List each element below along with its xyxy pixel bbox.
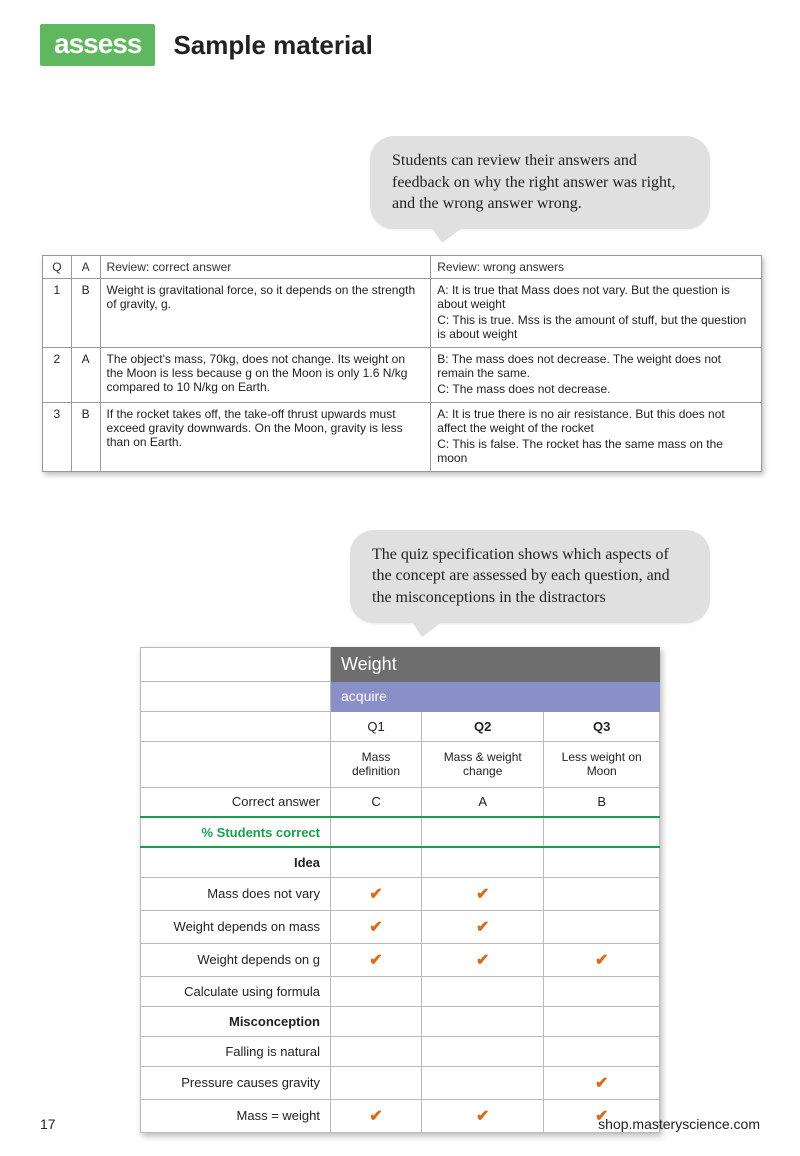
tick-cell bbox=[331, 976, 422, 1006]
table-row: Weight depends on g ✔ ✔ ✔ bbox=[141, 943, 660, 976]
table-row: 3BIf the rocket takes off, the take-off … bbox=[43, 402, 762, 471]
correct-3: B bbox=[544, 787, 660, 817]
footer-url: shop.masteryscience.com bbox=[598, 1116, 760, 1132]
row-label: Weight depends on g bbox=[141, 943, 331, 976]
speech-bubble-2: The quiz specification shows which aspec… bbox=[350, 530, 710, 623]
tick-cell: ✔ bbox=[331, 943, 422, 976]
check-icon: ✔ bbox=[369, 919, 382, 936]
wrong-answer-line: A: It is true that Mass does not vary. B… bbox=[437, 283, 755, 311]
table-row: Mass does not vary ✔ ✔ bbox=[141, 877, 660, 910]
tick-cell: ✔ bbox=[422, 910, 544, 943]
spec-table: Weight acquire Q1 Q2 Q3 Mass definition … bbox=[140, 647, 660, 1133]
table-row: 2AThe object's mass, 70kg, does not chan… bbox=[43, 347, 762, 402]
cell-q: 1 bbox=[43, 278, 72, 347]
wrong-answer-line: A: It is true there is no air resistance… bbox=[437, 407, 755, 435]
spec-desc-1: Mass definition bbox=[331, 741, 422, 787]
check-icon: ✔ bbox=[369, 886, 382, 903]
cell-a: B bbox=[71, 278, 100, 347]
check-icon: ✔ bbox=[476, 886, 489, 903]
correct-1: C bbox=[331, 787, 422, 817]
idea-header-row: Idea bbox=[141, 847, 660, 877]
wrong-answer-line: B: The mass does not decrease. The weigh… bbox=[437, 352, 755, 380]
tick-cell: ✔ bbox=[331, 877, 422, 910]
table-row: Weight depends on mass ✔ ✔ bbox=[141, 910, 660, 943]
tick-cell: ✔ bbox=[331, 910, 422, 943]
review-header-row: Q A Review: correct answer Review: wrong… bbox=[43, 255, 762, 278]
spec-q2: Q2 bbox=[422, 711, 544, 741]
speech-bubble-1: Students can review their answers and fe… bbox=[370, 136, 710, 229]
table-row: Pressure causes gravity ✔ bbox=[141, 1066, 660, 1099]
tick-cell bbox=[544, 910, 660, 943]
cell-wrong: A: It is true there is no air resistance… bbox=[431, 402, 762, 471]
cell-q: 3 bbox=[43, 402, 72, 471]
tick-cell bbox=[544, 976, 660, 1006]
correct-2: A bbox=[422, 787, 544, 817]
misconception-header-row: Misconception bbox=[141, 1006, 660, 1036]
row-label: Weight depends on mass bbox=[141, 910, 331, 943]
check-icon: ✔ bbox=[595, 1075, 608, 1092]
row-label: Calculate using formula bbox=[141, 976, 331, 1006]
page-number: 17 bbox=[40, 1116, 56, 1132]
header: assess Sample material bbox=[40, 24, 760, 66]
tick-cell bbox=[331, 1036, 422, 1066]
col-correct: Review: correct answer bbox=[100, 255, 431, 278]
cell-a: B bbox=[71, 402, 100, 471]
table-row: Calculate using formula bbox=[141, 976, 660, 1006]
tick-cell bbox=[422, 1066, 544, 1099]
pct-label: % Students correct bbox=[141, 817, 331, 847]
tick-cell bbox=[544, 877, 660, 910]
row-label: Mass does not vary bbox=[141, 877, 331, 910]
table-row: Falling is natural bbox=[141, 1036, 660, 1066]
spec-correct-row: Correct answer C A B bbox=[141, 787, 660, 817]
spec-desc-2: Mass & weight change bbox=[422, 741, 544, 787]
col-a: A bbox=[71, 255, 100, 278]
tick-cell: ✔ bbox=[544, 1066, 660, 1099]
spec-qnum-row: Q1 Q2 Q3 bbox=[141, 711, 660, 741]
correct-label: Correct answer bbox=[141, 787, 331, 817]
cell-a: A bbox=[71, 347, 100, 402]
assess-badge: assess bbox=[40, 24, 155, 66]
cell-wrong: A: It is true that Mass does not vary. B… bbox=[431, 278, 762, 347]
tick-cell: ✔ bbox=[544, 943, 660, 976]
wrong-answer-line: C: This is true. Mss is the amount of st… bbox=[437, 313, 755, 341]
spec-topic-row: Weight bbox=[141, 647, 660, 681]
check-icon: ✔ bbox=[595, 952, 608, 969]
spec-topic: Weight bbox=[331, 647, 660, 681]
spec-desc-3: Less weight on Moon bbox=[544, 741, 660, 787]
cell-correct: Weight is gravitational force, so it dep… bbox=[100, 278, 431, 347]
col-q: Q bbox=[43, 255, 72, 278]
wrong-answer-line: C: The mass does not decrease. bbox=[437, 382, 755, 396]
cell-correct: The object's mass, 70kg, does not change… bbox=[100, 347, 431, 402]
table-row: 1BWeight is gravitational force, so it d… bbox=[43, 278, 762, 347]
cell-wrong: B: The mass does not decrease. The weigh… bbox=[431, 347, 762, 402]
misconception-label: Misconception bbox=[141, 1006, 331, 1036]
tick-cell bbox=[544, 1036, 660, 1066]
review-table: Q A Review: correct answer Review: wrong… bbox=[42, 255, 762, 472]
spec-q3: Q3 bbox=[544, 711, 660, 741]
cell-q: 2 bbox=[43, 347, 72, 402]
tick-cell bbox=[422, 976, 544, 1006]
row-label: Pressure causes gravity bbox=[141, 1066, 331, 1099]
tick-cell: ✔ bbox=[422, 943, 544, 976]
check-icon: ✔ bbox=[369, 952, 382, 969]
pct-row: % Students correct bbox=[141, 817, 660, 847]
idea-label: Idea bbox=[141, 847, 331, 877]
cell-correct: If the rocket takes off, the take-off th… bbox=[100, 402, 431, 471]
spec-stage-row: acquire bbox=[141, 681, 660, 711]
spec-qdesc-row: Mass definition Mass & weight change Les… bbox=[141, 741, 660, 787]
col-wrong: Review: wrong answers bbox=[431, 255, 762, 278]
footer: 17 shop.masteryscience.com bbox=[40, 1116, 760, 1132]
spec-q1: Q1 bbox=[331, 711, 422, 741]
tick-cell bbox=[422, 1036, 544, 1066]
spec-stage: acquire bbox=[331, 681, 660, 711]
wrong-answer-line: C: This is false. The rocket has the sam… bbox=[437, 437, 755, 465]
check-icon: ✔ bbox=[476, 919, 489, 936]
page-title: Sample material bbox=[173, 30, 372, 61]
tick-cell: ✔ bbox=[422, 877, 544, 910]
tick-cell bbox=[331, 1066, 422, 1099]
row-label: Falling is natural bbox=[141, 1036, 331, 1066]
check-icon: ✔ bbox=[476, 952, 489, 969]
